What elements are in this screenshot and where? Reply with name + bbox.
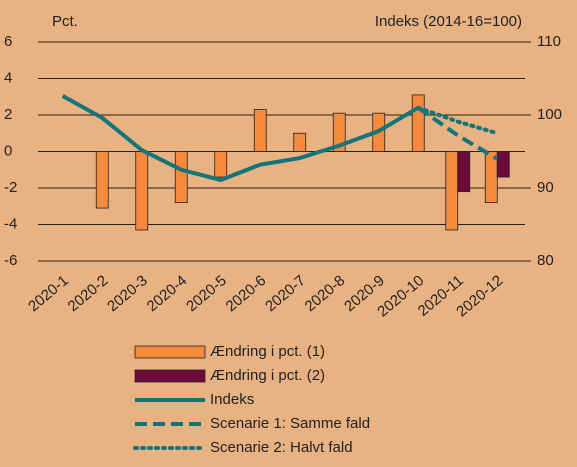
bar: [332, 112, 346, 152]
legend-swatch: [134, 345, 206, 359]
legend-label: Indeks: [210, 391, 254, 408]
bar: [214, 151, 228, 178]
y-tick-label: -2: [4, 179, 17, 196]
y-tick-label: 4: [4, 69, 12, 86]
legend-label: Ændring i pct. (2): [210, 367, 325, 384]
bar: [135, 151, 149, 231]
line: [416, 105, 500, 136]
legend-item: Ændring i pct. (1): [134, 343, 325, 360]
x-tick-label: 2020-1: [25, 272, 72, 315]
bar: [496, 151, 510, 178]
bar: [445, 151, 459, 231]
y-axis-label: Pct.: [52, 13, 78, 30]
y-tick-label: 6: [4, 33, 12, 50]
bar: [411, 94, 425, 152]
x-tick-label: 2020-6: [223, 272, 270, 315]
x-tick-label: 2020-4: [144, 272, 191, 315]
bar: [457, 151, 471, 193]
legend-label: Scenarie 2: Halvt fald: [210, 439, 353, 456]
legend-item: Ændring i pct. (2): [134, 367, 325, 384]
x-tick-label: 2020-2: [65, 272, 112, 315]
y2-tick-label: 90: [537, 179, 554, 196]
y2-tick-label: 110: [537, 33, 561, 50]
bar: [293, 132, 307, 152]
bar: [174, 151, 188, 203]
y-tick-label: -4: [4, 215, 17, 232]
legend-label: Scenarie 1: Samme fald: [210, 415, 370, 432]
y2-axis-label: Indeks (2014-16=100): [375, 13, 522, 30]
line: [61, 94, 420, 183]
legend-swatch: [134, 369, 206, 383]
legend-item: Scenarie 1: Samme fald: [135, 415, 370, 432]
legend-item: Indeks: [135, 391, 254, 408]
x-tick-label: 2020-7: [262, 272, 309, 315]
y2-tick-label: 80: [537, 252, 554, 269]
y-tick-label: 0: [4, 142, 12, 159]
legend-item: Scenarie 2: Halvt fald: [133, 439, 353, 456]
y-tick-label: -6: [4, 252, 17, 269]
bar: [95, 151, 109, 209]
y-tick-label: 2: [4, 106, 12, 123]
bar: [253, 109, 267, 152]
x-tick-label: 2020-3: [104, 272, 151, 315]
x-tick-label: 2020-8: [302, 272, 349, 315]
x-tick-label: 2020-5: [183, 272, 230, 315]
legend-label: Ændring i pct. (1): [210, 343, 325, 360]
y2-tick-label: 100: [537, 106, 562, 123]
line: [417, 106, 499, 161]
